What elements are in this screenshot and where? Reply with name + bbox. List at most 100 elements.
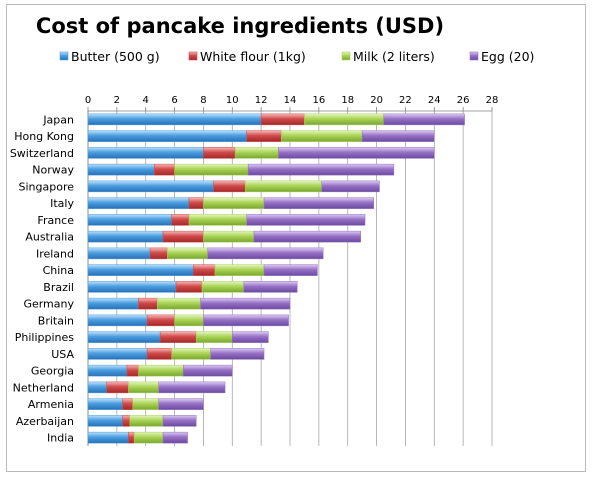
category-label: Armenia (28, 398, 74, 411)
bar-segment (87, 281, 177, 293)
bar-segment (158, 381, 226, 394)
bar-segment (278, 147, 435, 159)
bar-segment (201, 281, 245, 293)
legend-item-2: Milk (2 liters) (341, 49, 435, 64)
bar-segment (128, 431, 135, 444)
bar-segment (162, 415, 197, 427)
bar-segment (132, 398, 159, 410)
bar-segment (87, 163, 155, 176)
bar-segment (207, 247, 324, 260)
bar-segment (87, 147, 204, 159)
chart-legend: Butter (500 g) White flour (1kg) Milk (2 l… (59, 49, 534, 64)
x-tick-label: 24 (428, 95, 441, 106)
bar-segment (158, 398, 204, 410)
bar-segment (87, 130, 247, 142)
legend-label: Egg (20) (481, 49, 534, 64)
category-label: France (37, 214, 74, 227)
bar-segment (87, 348, 148, 360)
bar-segment (87, 364, 128, 377)
bar-segment (129, 415, 164, 427)
bar-segment (87, 214, 172, 226)
bar-segment (247, 163, 395, 176)
bar-segment (188, 214, 247, 226)
bar-segment (87, 398, 123, 410)
bars (87, 113, 465, 444)
category-label: Hong Kong (14, 130, 74, 143)
x-tick-label: 16 (312, 95, 325, 106)
category-label: Philippines (15, 331, 75, 344)
x-tick-label: 26 (457, 95, 470, 106)
bar-segment (210, 348, 265, 360)
bar-segment (213, 180, 246, 193)
category-label: USA (51, 348, 74, 361)
legend-item-3: Egg (20) (469, 49, 534, 64)
x-tick-label: 20 (370, 95, 383, 106)
bar-segment (245, 180, 322, 193)
bar-segment (87, 297, 139, 310)
x-tick-label: 8 (200, 95, 206, 106)
bar-segment (146, 348, 172, 360)
bar-segment (234, 147, 279, 159)
bar-segment (281, 130, 363, 142)
bar-segment (174, 163, 249, 176)
x-tick-label: 28 (486, 95, 499, 106)
bar-segment (214, 264, 265, 276)
bar-segment (304, 113, 385, 126)
bar-segment (87, 381, 108, 394)
bar-segment (162, 431, 188, 444)
bar-segment (87, 431, 129, 444)
bar-segment (203, 314, 289, 327)
bar-segment (149, 247, 168, 260)
category-label: Germany (23, 298, 74, 311)
bar-segment (193, 264, 216, 276)
bar-segment (174, 314, 204, 327)
x-tick-label: 10 (226, 95, 239, 106)
bar-segment (195, 331, 233, 343)
category-label: Georgia (31, 365, 74, 378)
x-tick-label: 22 (399, 95, 412, 106)
x-tick-label: 0 (85, 95, 91, 106)
bar-segment (157, 297, 201, 310)
bar-segment (246, 214, 366, 226)
bar-segment (122, 398, 133, 410)
bar-segment (171, 348, 211, 360)
bar-segment (188, 197, 204, 209)
bar-segment (203, 230, 255, 243)
category-label: Australia (25, 231, 74, 244)
category-label: Azerbaijan (16, 415, 74, 428)
bar-segment (246, 130, 282, 142)
bar-segment (253, 230, 361, 243)
legend-swatch (469, 51, 479, 61)
bar-segment (122, 415, 131, 427)
category-label: Brazil (43, 281, 74, 294)
bar-segment (106, 381, 129, 394)
bar-segment (200, 297, 291, 310)
bar-segment (263, 197, 374, 209)
bar-segment (87, 331, 161, 343)
legend-swatch (188, 51, 198, 61)
category-label: Ireland (36, 247, 74, 260)
legend-swatch (59, 51, 69, 61)
category-labels: Japan Hong Kong Switzerland Norway Singapore… (10, 113, 75, 444)
x-tick-label: 4 (143, 95, 149, 106)
bar-segment (138, 297, 158, 310)
bar-segment (321, 180, 380, 193)
bar-segment (171, 214, 190, 226)
bar-segment (87, 264, 194, 276)
x-tick-label: 6 (171, 95, 177, 106)
category-label: Japan (42, 113, 74, 126)
bar-segment (203, 147, 236, 159)
bar-segment (87, 314, 148, 327)
chart-title: Cost of pancake ingredients (USD) (36, 14, 444, 38)
bar-segment (361, 130, 435, 142)
bar-segment (133, 431, 164, 444)
x-tick-label: 2 (114, 95, 120, 106)
x-tick-label: 14 (284, 95, 297, 106)
category-label: India (47, 432, 74, 445)
x-tick-label: 18 (341, 95, 354, 106)
category-label: Singapore (19, 180, 75, 193)
category-label: China (43, 264, 74, 277)
bar-segment (159, 331, 197, 343)
bar-segment (87, 230, 164, 243)
